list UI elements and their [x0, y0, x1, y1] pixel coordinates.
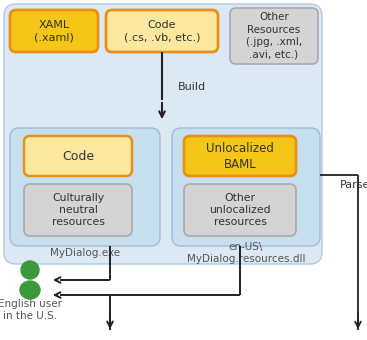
FancyBboxPatch shape	[230, 8, 318, 64]
FancyBboxPatch shape	[4, 4, 322, 264]
FancyBboxPatch shape	[106, 10, 218, 52]
FancyBboxPatch shape	[24, 136, 132, 176]
FancyBboxPatch shape	[10, 10, 98, 52]
Text: Code
(.cs, .vb, etc.): Code (.cs, .vb, etc.)	[124, 20, 200, 42]
Text: English user
in the U.S.: English user in the U.S.	[0, 299, 62, 321]
Circle shape	[21, 261, 39, 279]
Text: Culturally
neutral
resources: Culturally neutral resources	[51, 192, 105, 227]
Text: en-US\
MyDialog.resources.dll: en-US\ MyDialog.resources.dll	[187, 242, 305, 264]
FancyBboxPatch shape	[10, 128, 160, 246]
FancyBboxPatch shape	[172, 128, 320, 246]
Text: Code: Code	[62, 150, 94, 163]
Text: Other
Resources
(.jpg, .xml,
.avi, etc.): Other Resources (.jpg, .xml, .avi, etc.)	[246, 12, 302, 60]
Text: XAML
(.xaml): XAML (.xaml)	[34, 20, 74, 42]
FancyBboxPatch shape	[184, 136, 296, 176]
Text: Parse: Parse	[340, 180, 367, 190]
Text: Other
unlocalized
resources: Other unlocalized resources	[209, 192, 271, 227]
Text: Unlocalized
BAML: Unlocalized BAML	[206, 141, 274, 170]
Ellipse shape	[20, 281, 40, 299]
Text: Build: Build	[178, 82, 206, 92]
FancyBboxPatch shape	[24, 184, 132, 236]
Text: MyDialog.exe: MyDialog.exe	[50, 248, 120, 258]
FancyBboxPatch shape	[184, 184, 296, 236]
